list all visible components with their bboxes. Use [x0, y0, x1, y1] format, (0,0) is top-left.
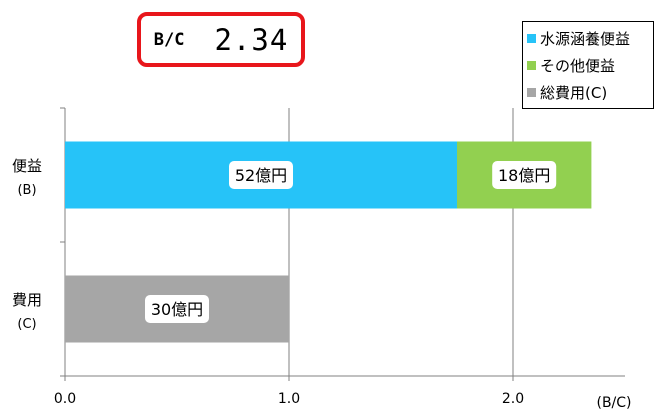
- category-label-1: 費用: [12, 291, 42, 309]
- legend-swatch-water-source: [527, 34, 536, 43]
- legend-item-total-cost: 総費用(C): [527, 79, 649, 106]
- legend-swatch-other-benefit: [527, 61, 536, 70]
- category-code-0: (B): [17, 183, 36, 198]
- x-axis-title: (B/C): [596, 395, 631, 411]
- category-code-1: (C): [17, 317, 36, 332]
- data-label-box-0-0: [229, 161, 293, 189]
- legend-item-other-benefit: その他便益: [527, 52, 649, 79]
- legend: 水源涵養便益 その他便益 総費用(C): [522, 21, 654, 109]
- legend-swatch-total-cost: [527, 88, 536, 97]
- data-label-0-1: 18億円: [498, 166, 550, 185]
- data-label-box-0-1: [492, 161, 557, 189]
- x-tick-label-0: 0.0: [54, 391, 76, 407]
- legend-item-water-source: 水源涵養便益: [527, 25, 649, 52]
- legend-label-water-source: 水源涵養便益: [540, 30, 631, 48]
- bc-ratio-box: B/C 2.34: [137, 12, 305, 67]
- category-label-0: 便益: [12, 157, 42, 175]
- x-tick-label-1: 1.0: [278, 391, 300, 407]
- x-tick-label-2: 2.0: [502, 391, 524, 407]
- legend-label-total-cost: 総費用(C): [540, 84, 608, 102]
- bc-ratio-label: B/C: [153, 29, 185, 50]
- data-label-box-1-2: [145, 295, 209, 323]
- data-label-1-2: 30億円: [151, 300, 203, 319]
- legend-label-other-benefit: その他便益: [540, 57, 616, 75]
- bc-ratio-value: 2.34: [214, 22, 289, 57]
- data-label-0-0: 52億円: [235, 166, 287, 185]
